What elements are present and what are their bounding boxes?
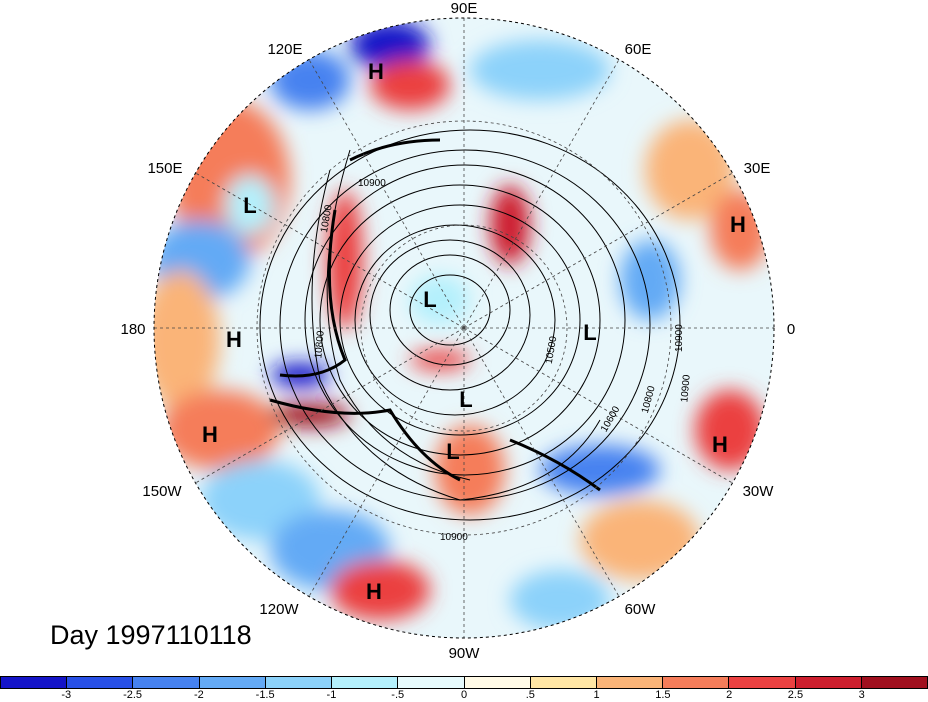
low-center-label: L [459,387,472,412]
colorbar-tick-label: -2 [193,689,204,701]
colorbar-tick-label: -1 [326,689,337,701]
colorbar-labels: -3 -2.5 -2 -1.5 -1 -.5 0 .5 1 1.5 2 2.5 3 [0,689,928,702]
high-center-label: H [226,327,242,352]
colorbar-box [795,677,862,688]
lon-label-180: 180 [120,321,145,338]
colorbar-tick-label: 0 [460,689,468,701]
colorbar-tick-label: 3 [858,689,865,701]
contour-label: 10900 [358,178,386,189]
lon-label-120e: 120E [267,41,302,58]
contour-label: 10900 [440,532,468,543]
colorbar-box [663,677,730,688]
colorbar-box [596,677,664,688]
lon-label-150w: 150W [142,483,182,500]
lon-label-120w: 120W [259,601,299,618]
map-border [153,17,775,639]
colorbar-box [199,677,266,688]
lon-label-30e: 30E [744,160,771,177]
colorbar-box [464,677,531,688]
colorbar-box [530,677,597,688]
polar-stereographic-map: 90E 60E 30E 0 30W 60W 90W 120W 150W 180 … [120,0,795,662]
high-center-label: H [202,422,218,447]
pressure-center-labels: H L H H L L L H L H H [202,59,746,604]
day-label: Day 1997110118 [50,620,252,650]
low-center-label: L [583,320,596,345]
jet-contours [269,138,601,492]
high-center-label: H [730,212,746,237]
lon-label-90w: 90W [449,645,481,662]
colorbar-box [265,677,333,688]
colorbar: -3 -2.5 -2 -1.5 -1 -.5 0 .5 1 1.5 2 2.5 3 [0,676,928,702]
contour-label: 10900 [679,374,692,403]
graticule [154,18,774,638]
colorbar-tick-label: 1.5 [655,689,671,701]
contour-label: 10800 [313,330,326,359]
lon-label-30w: 30W [743,483,775,500]
colorbar-box [861,677,928,688]
colorbar-box [398,677,465,688]
low-center-label: L [423,287,436,312]
high-center-label: H [368,59,384,84]
colorbar-box [67,677,134,688]
colorbar-box [133,677,200,688]
colorbar-box [729,677,796,688]
colorbar-tick-label: -.5 [391,689,405,701]
lon-label-150e: 150E [147,160,182,177]
lon-label-0: 0 [787,321,795,338]
longitude-labels: 90E 60E 30E 0 30W 60W 90W 120W 150W 180 … [120,0,795,662]
colorbar-tick-label: 2.5 [787,689,804,701]
high-center-label: H [712,432,728,457]
colorbar-tick-label: -3 [61,689,72,701]
colorbar-tick-label: -2.5 [123,689,143,701]
lon-label-60e: 60E [625,41,652,58]
lon-label-60w: 60W [625,601,657,618]
colorbar-tick-label: .5 [525,689,535,701]
low-center-label: L [446,439,459,464]
high-center-label: H [366,579,382,604]
colorbar-box [332,677,399,688]
colorbar-tick-label: -1.5 [255,689,275,701]
contour-label: 10500 [544,335,560,365]
contour-label: 10900 [674,324,685,352]
lon-label-90e: 90E [451,0,478,17]
colorbar-tick-label: 1 [593,689,600,701]
low-center-label: L [243,193,256,218]
colorbar-boxes [0,676,928,689]
contour-label: 10800 [319,204,335,234]
colorbar-box [1,677,68,688]
colorbar-tick-label: 2 [726,689,733,701]
